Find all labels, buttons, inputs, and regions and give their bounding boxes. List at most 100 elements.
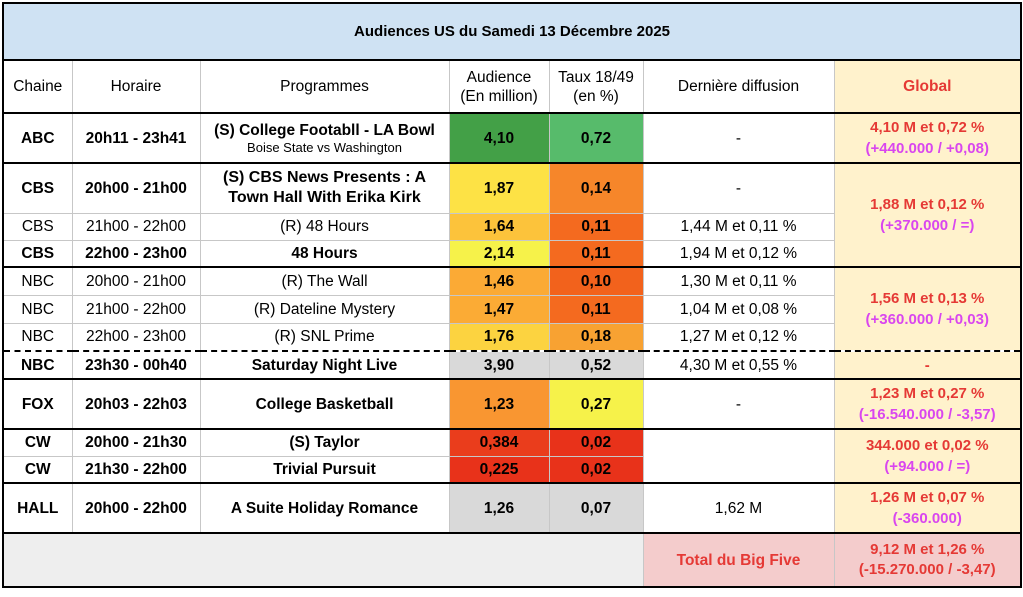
global-nbc: 1,56 M et 0,13 % (+360.000 / +0,03) bbox=[833, 266, 1023, 352]
row-programme: 48 Hours bbox=[199, 239, 450, 268]
row-taux: 0,02 bbox=[548, 428, 644, 457]
table-row: NBC 22h00 - 23h00 (R) SNL Prime 1,76 0,1… bbox=[2, 322, 1021, 352]
row-taux: 0,10 bbox=[548, 266, 644, 296]
row-derniere: 1,62 M bbox=[642, 482, 835, 534]
sheet-title: Audiences US du Samedi 13 Décembre 2025 bbox=[1, 2, 1023, 61]
row-chaine: NBC bbox=[2, 266, 73, 296]
row-horaire: 23h30 - 00h40 bbox=[71, 350, 201, 380]
row-taux: 0,72 bbox=[548, 112, 644, 164]
table-row: CW 21h30 - 22h00 Trivial Pursuit 0,225 0… bbox=[2, 455, 1021, 484]
row-derniere bbox=[642, 428, 835, 484]
row-audience: 1,64 bbox=[448, 212, 550, 241]
row-horaire: 22h00 - 23h00 bbox=[71, 322, 201, 352]
table-row: FOX 20h03 - 22h03 College Basketball 1,2… bbox=[2, 378, 1023, 430]
row-taux: 0,27 bbox=[548, 378, 644, 430]
row-derniere: 1,94 M et 0,12 % bbox=[642, 239, 835, 268]
row-programme: A Suite Holiday Romance bbox=[199, 482, 450, 534]
row-chaine: CW bbox=[2, 455, 73, 484]
row-horaire: 21h00 - 22h00 bbox=[71, 212, 201, 241]
row-chaine: NBC bbox=[2, 350, 73, 380]
row-derniere: - bbox=[642, 378, 835, 430]
row-chaine: CBS bbox=[2, 162, 73, 214]
table-row: CBS 20h00 - 21h00 (S) CBS News Presents … bbox=[2, 162, 1023, 268]
row-programme: (R) 48 Hours bbox=[199, 212, 450, 241]
global-cbs: 1,88 M et 0,12 % (+370.000 / =) bbox=[833, 162, 1023, 268]
row-programme: (S) CBS News Presents : A Town Hall With… bbox=[199, 162, 450, 214]
row-derniere: 1,04 M et 0,08 % bbox=[642, 294, 835, 324]
row-taux: 0,11 bbox=[548, 294, 644, 324]
row-horaire: 20h11 - 23h41 bbox=[71, 112, 201, 164]
row-audience: 0,384 bbox=[448, 428, 550, 457]
row-chaine: CBS bbox=[2, 212, 73, 241]
row-chaine: CBS bbox=[2, 239, 73, 268]
row-derniere: 4,30 M et 0,55 % bbox=[642, 350, 835, 380]
global-hall: 1,26 M et 0,07 % (-360.000) bbox=[833, 482, 1023, 534]
header-audience: Audience (En million) bbox=[448, 59, 550, 114]
row-derniere: 1,30 M et 0,11 % bbox=[642, 266, 835, 296]
row-chaine: NBC bbox=[2, 322, 73, 352]
row-taux: 0,14 bbox=[548, 162, 644, 214]
row-horaire: 20h03 - 22h03 bbox=[71, 378, 201, 430]
row-derniere: - bbox=[642, 162, 835, 214]
footer-blank bbox=[2, 532, 644, 588]
row-taux: 0,18 bbox=[548, 322, 644, 352]
row-audience: 2,14 bbox=[448, 239, 550, 268]
row-programme: Trivial Pursuit bbox=[199, 455, 450, 484]
row-chaine: ABC bbox=[2, 112, 73, 164]
global-nbc-snl: - bbox=[833, 350, 1023, 380]
row-programme: College Basketball bbox=[199, 378, 450, 430]
row-programme-sub: Boise State vs Washington bbox=[247, 140, 402, 155]
row-programme: (S) College Footabll - LA Bowl Boise Stat… bbox=[199, 112, 450, 164]
table-row: HALL 20h00 - 22h00 A Suite Holiday Roman… bbox=[2, 482, 1023, 534]
row-taux: 0,11 bbox=[548, 239, 644, 268]
row-chaine: FOX bbox=[2, 378, 73, 430]
row-taux: 0,07 bbox=[548, 482, 644, 534]
row-audience: 4,10 bbox=[448, 112, 550, 164]
footer-total-label: Total du Big Five bbox=[642, 532, 835, 588]
row-horaire: 21h00 - 22h00 bbox=[71, 294, 201, 324]
row-chaine: HALL bbox=[2, 482, 73, 534]
table-row: NBC 20h00 - 21h00 (R) The Wall 1,46 0,10… bbox=[2, 266, 1023, 352]
header-chaine: Chaine bbox=[2, 59, 73, 114]
row-chaine: NBC bbox=[2, 294, 73, 324]
row-audience: 3,90 bbox=[448, 350, 550, 380]
global-fox: 1,23 M et 0,27 % (-16.540.000 / -3,57) bbox=[833, 378, 1023, 430]
row-horaire: 20h00 - 21h00 bbox=[71, 266, 201, 296]
header-global: Global bbox=[833, 59, 1023, 114]
row-derniere: 1,44 M et 0,11 % bbox=[642, 212, 835, 241]
row-horaire: 20h00 - 21h30 bbox=[71, 428, 201, 457]
row-audience: 1,46 bbox=[448, 266, 550, 296]
header-horaire: Horaire bbox=[71, 59, 201, 114]
row-programme: Saturday Night Live bbox=[199, 350, 450, 380]
row-audience: 0,225 bbox=[448, 455, 550, 484]
row-programme: (R) SNL Prime bbox=[199, 322, 450, 352]
row-programme: (R) Dateline Mystery bbox=[199, 294, 450, 324]
global-abc: 4,10 M et 0,72 % (+440.000 / +0,08) bbox=[833, 112, 1023, 164]
row-horaire: 21h30 - 22h00 bbox=[71, 455, 201, 484]
row-taux: 0,02 bbox=[548, 455, 644, 484]
row-programme: (S) Taylor bbox=[199, 428, 450, 457]
row-programme: (R) The Wall bbox=[199, 266, 450, 296]
row-audience: 1,47 bbox=[448, 294, 550, 324]
header-derniere-diffusion: Dernière diffusion bbox=[642, 59, 835, 114]
table-row: CBS 21h00 - 22h00 (R) 48 Hours 1,64 0,11… bbox=[2, 212, 1021, 241]
row-horaire: 20h00 - 22h00 bbox=[71, 482, 201, 534]
header-programmes: Programmes bbox=[199, 59, 450, 114]
row-derniere: 1,27 M et 0,12 % bbox=[642, 322, 835, 352]
row-horaire: 20h00 - 21h00 bbox=[71, 162, 201, 214]
table-row: CW 20h00 - 21h30 (S) Taylor 0,384 0,02 3… bbox=[2, 428, 1023, 484]
row-audience: 1,26 bbox=[448, 482, 550, 534]
header-taux: Taux 18/49 (en %) bbox=[548, 59, 644, 114]
row-chaine: CW bbox=[2, 428, 73, 457]
global-cw: 344.000 et 0,02 % (+94.000 / =) bbox=[833, 428, 1023, 484]
row-derniere: - bbox=[642, 112, 835, 164]
row-audience: 1,23 bbox=[448, 378, 550, 430]
row-taux: 0,11 bbox=[548, 212, 644, 241]
row-taux: 0,52 bbox=[548, 350, 644, 380]
table-row: NBC 23h30 - 00h40 Saturday Night Live 3,… bbox=[2, 350, 1023, 380]
row-audience: 1,87 bbox=[448, 162, 550, 214]
table-row: ABC 20h11 - 23h41 (S) College Footabll -… bbox=[2, 112, 1023, 164]
row-horaire: 22h00 - 23h00 bbox=[71, 239, 201, 268]
footer-total-value: 9,12 M et 1,26 % (-15.270.000 / -3,47) bbox=[833, 532, 1023, 588]
